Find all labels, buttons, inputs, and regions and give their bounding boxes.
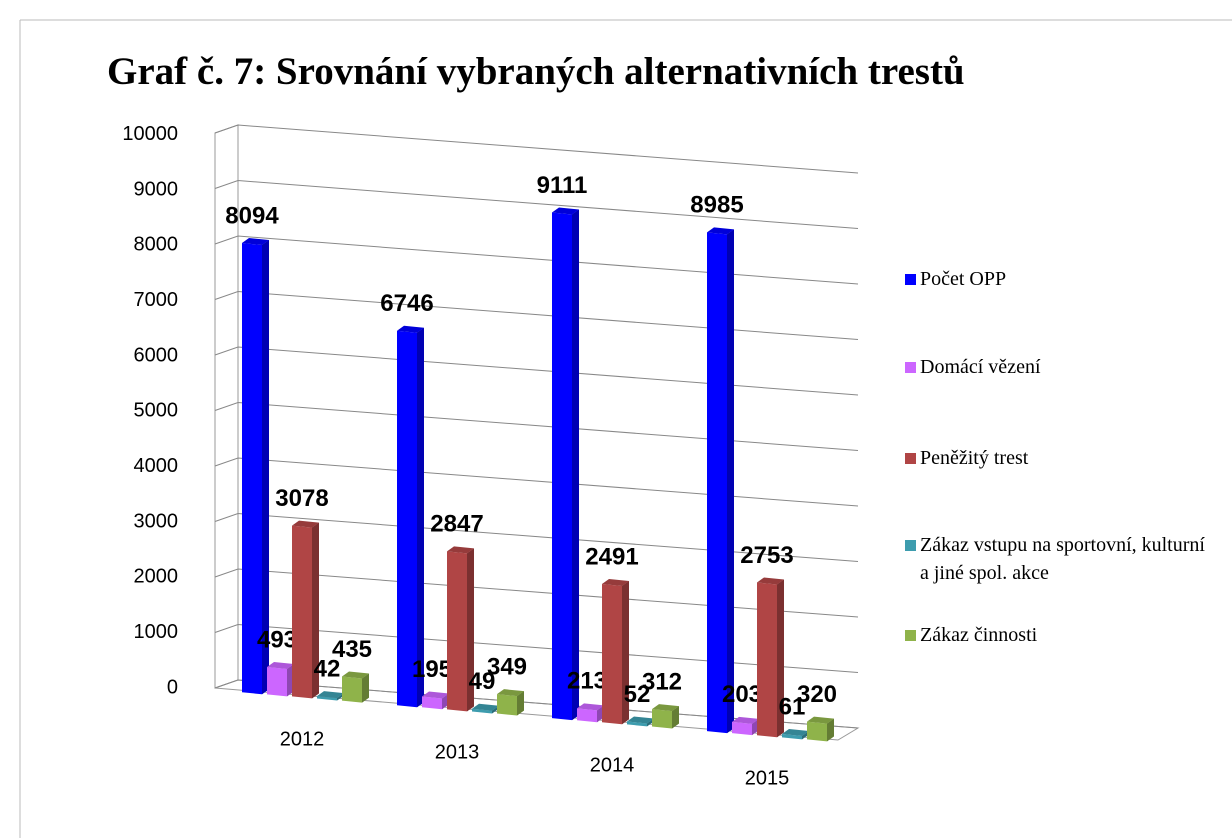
bar-side (777, 579, 784, 738)
value-label: 2491 (585, 543, 638, 570)
bar-top (782, 728, 809, 736)
y-tick-label: 10000 (122, 123, 178, 145)
grid-line (214, 235, 859, 285)
legend-label: Počet OPP (920, 268, 1007, 290)
bar-top (472, 703, 499, 711)
grid-line (214, 401, 859, 451)
y-tick-label: 8000 (134, 234, 179, 256)
value-label: 8094 (225, 202, 279, 229)
value-label: 49 (469, 668, 496, 695)
bar-top (342, 671, 369, 679)
value-label: 3078 (275, 485, 328, 512)
bar-top (552, 207, 579, 215)
bar-side (827, 718, 834, 742)
bar-side (572, 209, 579, 721)
bar-top (497, 689, 524, 697)
bar-side (362, 673, 369, 703)
legend-item: Peněžitý trest (905, 444, 1215, 472)
value-label: 2847 (430, 511, 483, 538)
grid-line (214, 346, 859, 396)
bar-top (242, 238, 269, 246)
value-label: 52 (624, 681, 651, 708)
legend-label: Zákaz vstupu na sportovní, kulturní a ji… (920, 534, 1205, 584)
bar-top (602, 579, 629, 587)
value-label: 61 (779, 693, 806, 720)
x-tick-label: 2014 (590, 754, 635, 776)
legend-label: Zákaz činnosti (920, 624, 1038, 646)
bar-top (267, 661, 294, 669)
legend-swatch (905, 540, 916, 551)
y-tick-label: 4000 (134, 455, 179, 477)
bar-top (317, 691, 344, 699)
y-tick-label: 0 (167, 676, 178, 698)
grid-line (214, 679, 859, 729)
bar-top (707, 227, 734, 235)
value-label: 320 (797, 681, 837, 708)
legend-item: Zákaz činnosti (905, 621, 1215, 649)
bar-top (397, 325, 424, 333)
legend-swatch (905, 453, 916, 464)
y-tick-label: 1000 (134, 621, 179, 643)
bar-top (577, 703, 604, 711)
legend-swatch (905, 362, 916, 373)
bar-side (727, 229, 734, 734)
x-tick-label: 2015 (745, 767, 790, 789)
legend-label: Domácí vězení (920, 356, 1041, 378)
value-label: 349 (487, 654, 527, 681)
bar-top (807, 716, 834, 724)
bar-side (517, 691, 524, 716)
legend-swatch (905, 630, 916, 641)
bar-top (627, 716, 654, 724)
value-label: 9111 (537, 172, 588, 199)
x-tick-label: 2012 (280, 729, 325, 751)
legend-item: Domácí vězení (905, 353, 1215, 381)
grid-line (214, 290, 859, 340)
bar-side (312, 522, 319, 699)
y-tick-label: 6000 (134, 344, 179, 366)
grid-line (214, 457, 859, 507)
value-label: 2753 (740, 542, 793, 569)
bar-top (757, 577, 784, 585)
bar-top (292, 520, 319, 528)
value-label: 435 (332, 636, 372, 663)
bar-top (422, 691, 449, 699)
bar-top (447, 546, 474, 554)
grid-line (214, 568, 859, 618)
legend-item: Zákaz vstupu na sportovní, kulturní a ji… (905, 531, 1215, 587)
bar-side (262, 240, 269, 695)
value-label: 195 (412, 656, 452, 683)
y-tick-label: 3000 (134, 510, 179, 532)
y-tick-label: 9000 (134, 178, 179, 200)
y-tick-label: 7000 (134, 289, 179, 311)
value-label: 213 (567, 668, 607, 695)
grid-line (214, 623, 859, 673)
bar-side (622, 581, 629, 725)
value-label: 312 (642, 669, 682, 696)
grid-line (214, 512, 859, 562)
value-label: 6746 (380, 290, 433, 317)
legend-label: Peněžitý trest (920, 447, 1029, 469)
value-label: 8985 (690, 192, 743, 219)
value-label: 203 (722, 681, 762, 708)
value-label: 42 (314, 656, 341, 683)
bar-top (652, 704, 679, 712)
grid-line (214, 124, 859, 174)
bar-side (417, 327, 424, 708)
y-tick-label: 5000 (134, 400, 179, 422)
legend-item: Počet OPP (905, 265, 1215, 293)
x-tick-label: 2013 (435, 741, 480, 763)
bar-side (467, 548, 474, 712)
bar-top (732, 716, 759, 724)
legend-swatch (905, 274, 916, 285)
y-tick-label: 2000 (134, 566, 179, 588)
grid-line (214, 179, 859, 229)
bar-side (672, 706, 679, 729)
value-label: 493 (257, 626, 297, 653)
chart-title: Graf č. 7: Srovnání vybraných alternativ… (107, 50, 965, 93)
